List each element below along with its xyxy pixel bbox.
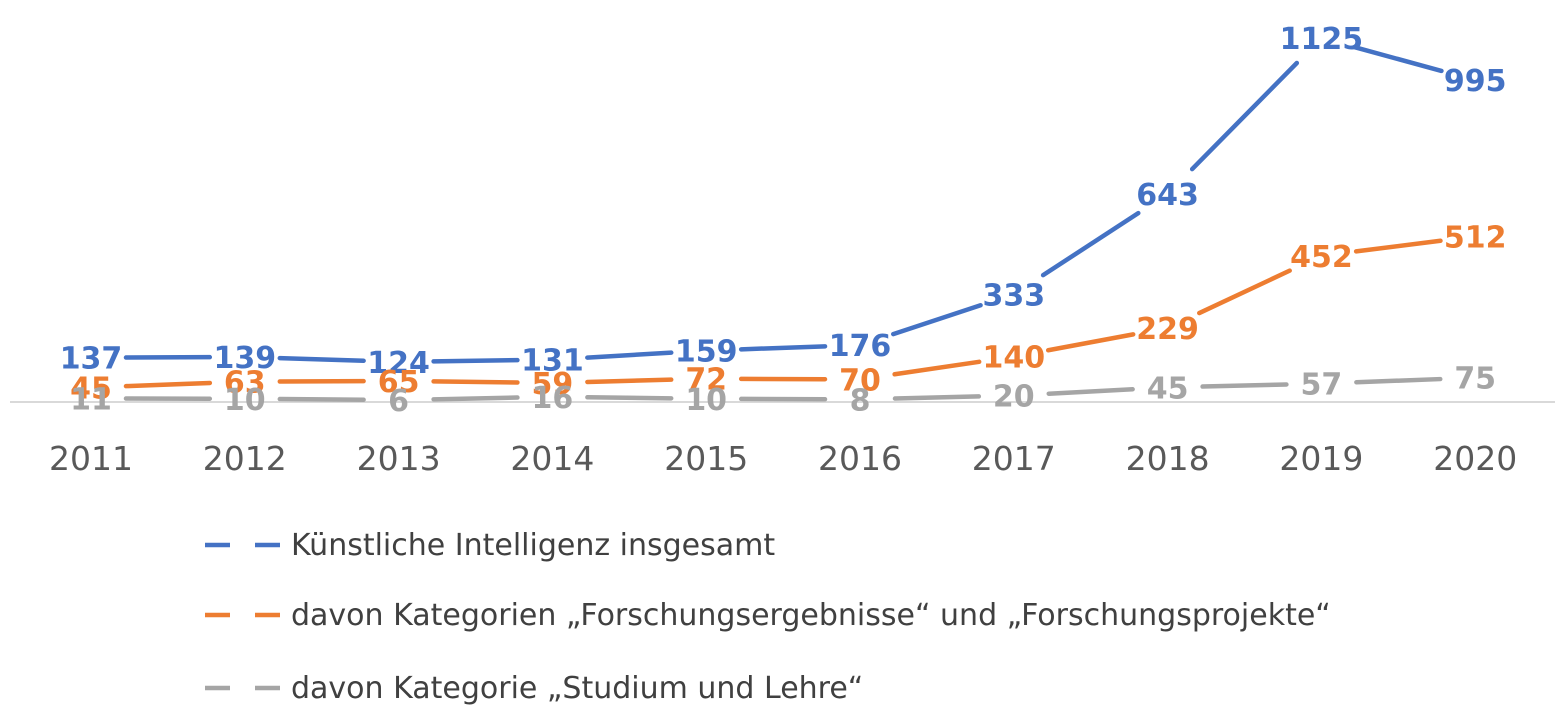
data-label: 16 — [532, 381, 574, 416]
data-label: 70 — [839, 363, 881, 398]
data-label: 139 — [213, 341, 276, 376]
data-label: 333 — [982, 278, 1045, 313]
data-label: 45 — [70, 371, 112, 406]
series-3-segment — [1200, 382, 1289, 389]
series-1-segment — [1040, 210, 1141, 278]
x-tick-label: 2019 — [1279, 439, 1363, 478]
series-1-segment — [277, 355, 366, 364]
data-label: 63 — [224, 366, 266, 401]
x-tick-label: 2013 — [357, 439, 441, 478]
data-label: 65 — [378, 365, 420, 400]
series-2-segment — [1353, 238, 1443, 254]
data-label: 10 — [685, 383, 727, 418]
data-label: 452 — [1290, 240, 1353, 275]
x-tick-label: 2011 — [49, 439, 133, 478]
series-2-segment — [1197, 268, 1292, 316]
series-1-segment — [1352, 45, 1444, 74]
series-3-segment — [585, 395, 674, 401]
x-tick-label: 2018 — [1126, 439, 1210, 478]
x-tick-label: 2016 — [818, 439, 902, 478]
series-1-segment — [738, 344, 828, 352]
series-3-segment — [1354, 376, 1443, 385]
data-label: 11 — [70, 382, 112, 417]
data-label: 995 — [1444, 64, 1507, 99]
series-1-segment — [431, 357, 520, 364]
data-label: 10 — [224, 383, 266, 418]
data-label: 72 — [685, 363, 727, 398]
data-label: 6 — [388, 384, 409, 419]
legend-item: davon Kategorien „Forschungsergebnisse“ … — [205, 598, 1331, 633]
series-1-segment — [890, 303, 983, 337]
data-labels-group: 137 139 124 131 159 176 333 643 1125 995 45 63 65 59 7… — [60, 22, 1507, 419]
data-label: 57 — [1301, 368, 1343, 403]
legend-label: davon Kategorie „Studium und Lehre“ — [291, 671, 863, 706]
legend-label: davon Kategorien „Forschungsergebnisse“ … — [291, 598, 1331, 633]
data-label: 20 — [993, 380, 1035, 415]
data-label: 229 — [1136, 312, 1199, 347]
legend-label: Künstliche Intelligenz insgesamt — [291, 528, 775, 563]
legend-item: Künstliche Intelligenz insgesamt — [205, 528, 775, 563]
data-label: 137 — [60, 342, 123, 377]
series-2-segment — [892, 359, 982, 377]
x-tick-label: 2014 — [510, 439, 594, 478]
x-tick-label: 2017 — [972, 439, 1056, 478]
data-label: 8 — [850, 383, 871, 418]
data-label: 512 — [1444, 220, 1507, 255]
series-group — [123, 45, 1444, 403]
series-3-segment — [892, 394, 982, 401]
data-label: 176 — [829, 329, 892, 364]
series-3-segment — [431, 395, 520, 402]
legend: Künstliche Intelligenz insgesamt davon Ka… — [205, 528, 1331, 706]
x-tick-label: 2012 — [203, 439, 287, 478]
data-label: 75 — [1454, 362, 1496, 397]
series-1-segment — [585, 350, 674, 360]
data-label: 159 — [675, 335, 738, 370]
series-2-segment — [585, 377, 674, 385]
x-tick-labels-group: 2011 2012 2013 2014 2015 2016 2017 2018 2019 2020 — [49, 439, 1517, 478]
data-label: 45 — [1147, 371, 1189, 406]
series-2-segment — [1045, 332, 1136, 353]
data-label: 124 — [367, 346, 430, 381]
x-tick-label: 2015 — [664, 439, 748, 478]
data-label: 131 — [521, 344, 584, 379]
data-label: 643 — [1136, 178, 1199, 213]
data-label: 140 — [982, 341, 1045, 376]
legend-item: davon Kategorie „Studium und Lehre“ — [205, 671, 863, 706]
series-1-segment — [1189, 60, 1300, 172]
series-2-segment — [123, 380, 213, 389]
series-3-segment — [277, 396, 366, 403]
series-2-segment — [431, 379, 520, 385]
x-tick-label: 2020 — [1433, 439, 1517, 478]
series-3-segment — [1046, 387, 1135, 396]
data-label: 59 — [532, 367, 574, 402]
data-label: 1125 — [1280, 22, 1364, 57]
